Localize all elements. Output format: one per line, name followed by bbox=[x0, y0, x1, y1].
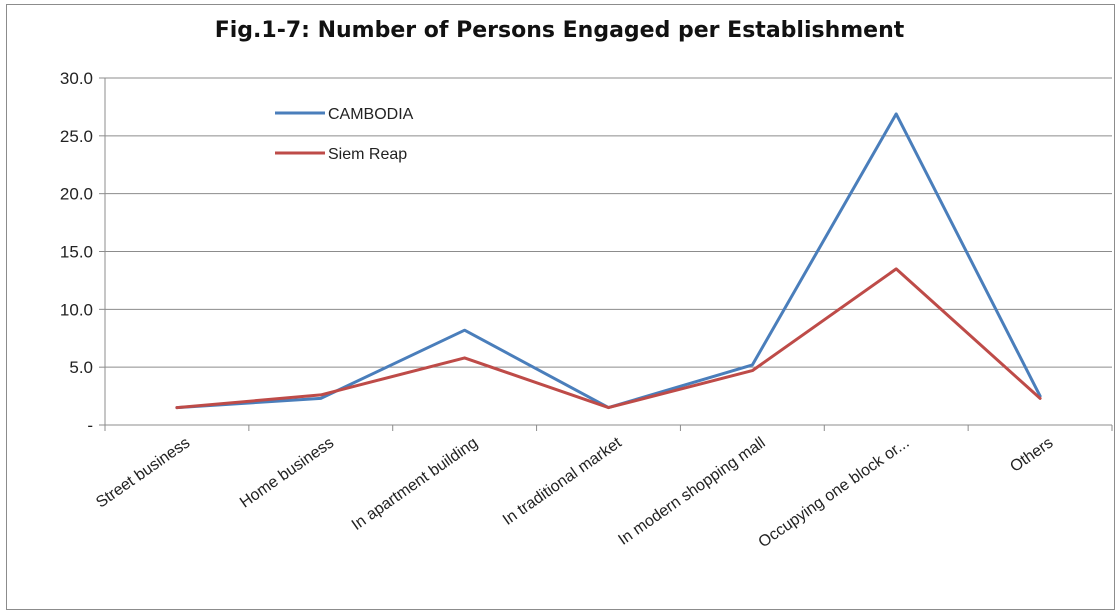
series-line bbox=[175, 112, 1042, 410]
x-category-label: Others bbox=[1007, 434, 1056, 475]
y-tick-label: 30.0 bbox=[60, 69, 93, 88]
y-tick-label: 20.0 bbox=[60, 185, 93, 204]
legend-label: CAMBODIA bbox=[328, 106, 414, 123]
chart-frame bbox=[6, 4, 1115, 610]
x-category-label: In modern shopping mall bbox=[615, 434, 768, 548]
series-line bbox=[175, 267, 1042, 410]
x-category-label: Occupying one block or... bbox=[756, 434, 913, 551]
x-category-label: Home business bbox=[237, 434, 337, 511]
y-tick-label: - bbox=[87, 416, 93, 435]
legend-label: Siem Reap bbox=[328, 146, 407, 163]
chart-title: Fig.1-7: Number of Persons Engaged per E… bbox=[214, 18, 905, 43]
y-tick-label: 5.0 bbox=[69, 358, 93, 377]
y-tick-label: 25.0 bbox=[60, 127, 93, 146]
y-tick-label: 10.0 bbox=[60, 300, 93, 319]
x-category-label: In traditional market bbox=[500, 434, 625, 529]
y-tick-label: 15.0 bbox=[60, 243, 93, 262]
x-category-label: In apartment building bbox=[349, 434, 481, 534]
x-category-label: Street business bbox=[93, 434, 193, 511]
